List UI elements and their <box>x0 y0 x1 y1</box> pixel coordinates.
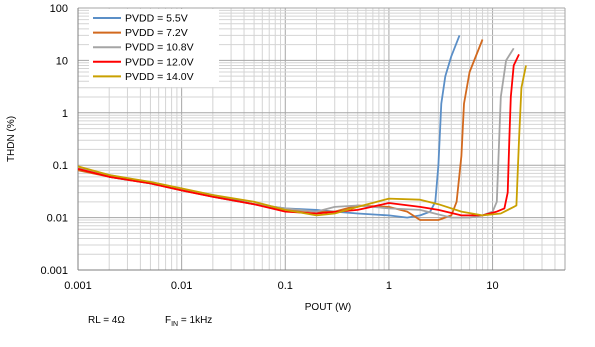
x-axis-title: POUT (W) <box>305 302 351 313</box>
legend-label: PVDD = 5.5V <box>125 13 188 25</box>
axes: 0.001 0.01 0.1 1 10 100 10 1 0.1 0.01 0.001 <box>40 3 565 292</box>
series-line <box>77 65 527 217</box>
frequency-symbol: F <box>165 315 172 326</box>
x-tick-label: 1 <box>386 280 392 292</box>
legend-label: PVDD = 12.0V <box>125 56 194 68</box>
y-tick-label: 0.01 <box>47 213 68 225</box>
x-tick-label: 0.001 <box>64 280 92 292</box>
legend-label: PVDD = 10.8V <box>125 42 194 54</box>
frequency-condition-label: FIN = 1kHz <box>165 315 212 328</box>
series-lines <box>77 35 527 221</box>
y-tick-label: 100 <box>50 3 68 15</box>
frequency-subscript: IN <box>171 321 179 328</box>
y-tick-label: 0.1 <box>53 160 68 172</box>
series-line <box>77 54 520 217</box>
y-tick-label: 0.001 <box>40 265 68 277</box>
load-condition-label: RL = 4Ω <box>88 315 125 326</box>
y-axis-title: THDN (%) <box>6 116 17 162</box>
frequency-value: = 1kHz <box>178 315 213 326</box>
x-tick-label: 0.1 <box>278 280 293 292</box>
x-tick-label: 0.01 <box>171 280 192 292</box>
legend-label: PVDD = 14.0V <box>125 71 194 83</box>
legend: PVDD = 5.5V PVDD = 7.2V PVDD = 10.8V PVDD =… <box>89 9 219 87</box>
x-tick-label: 10 <box>486 280 498 292</box>
y-tick-label: 1 <box>62 108 68 120</box>
y-tick-label: 10 <box>56 55 68 67</box>
legend-label: PVDD = 7.2V <box>125 27 188 39</box>
